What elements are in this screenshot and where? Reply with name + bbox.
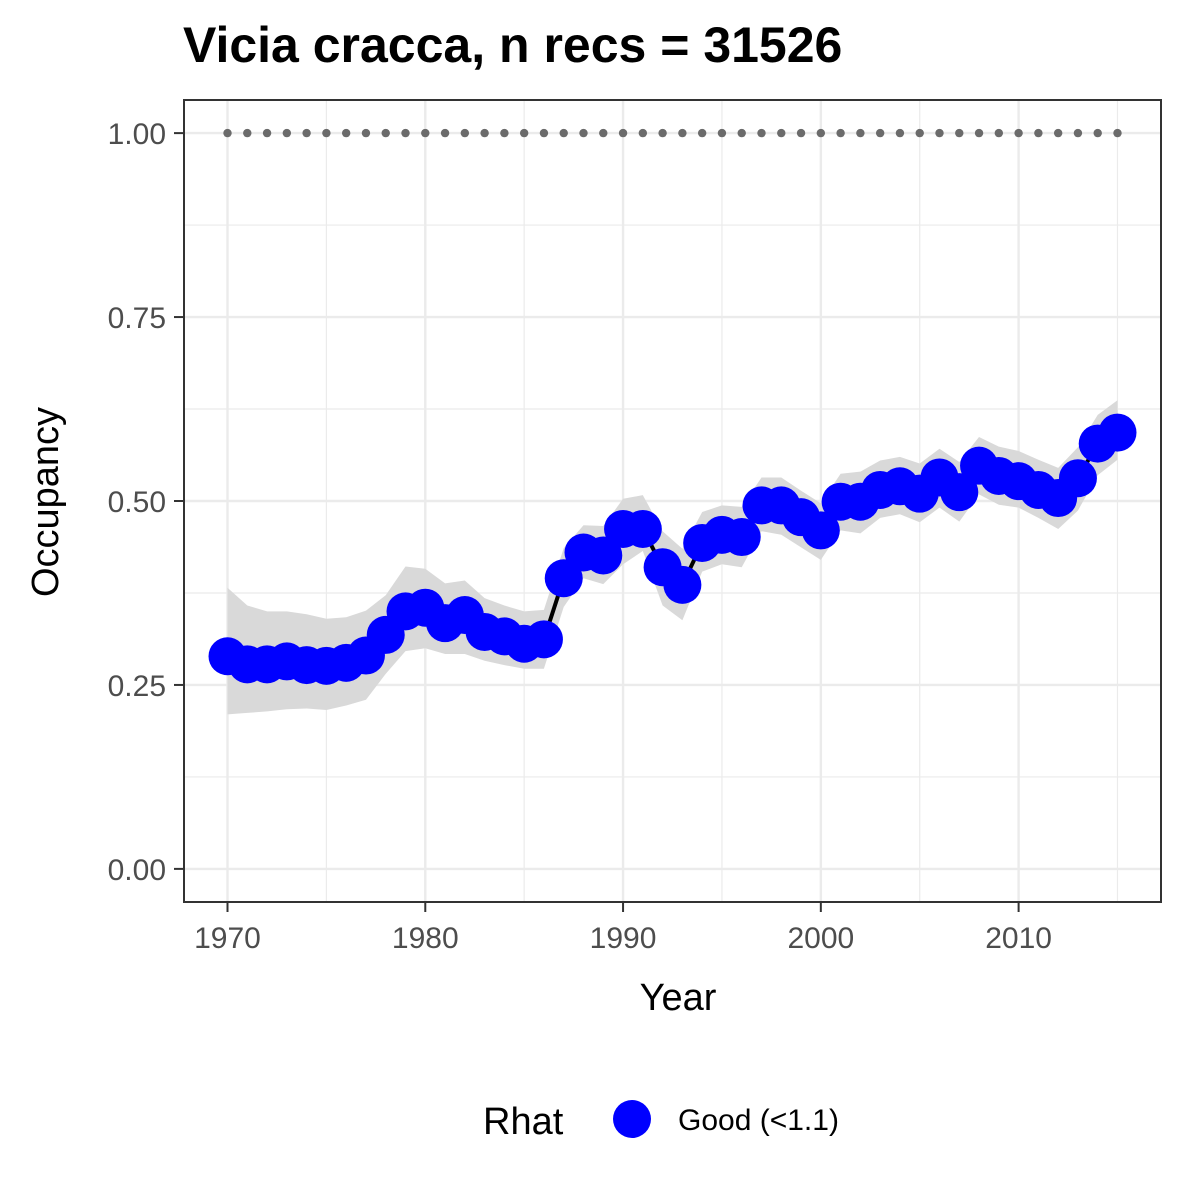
y-tick-label: 0.25 xyxy=(108,670,166,703)
reference-line-dots xyxy=(223,128,1122,138)
data-point xyxy=(1098,413,1137,452)
x-axis-title: Year xyxy=(640,977,717,1019)
x-tick-label: 2010 xyxy=(985,922,1052,955)
reference-dot xyxy=(618,128,628,138)
reference-dot xyxy=(282,128,292,138)
reference-dot xyxy=(717,128,727,138)
data-point xyxy=(663,565,702,604)
reference-dot xyxy=(480,128,489,138)
reference-dot xyxy=(836,128,845,138)
x-tick-label: 1990 xyxy=(590,922,657,955)
reference-dot xyxy=(500,128,509,138)
y-tick-label: 0.00 xyxy=(108,854,166,887)
data-point xyxy=(524,620,563,659)
reference-dot xyxy=(974,128,984,138)
data-point xyxy=(801,511,840,550)
data-point xyxy=(940,473,979,512)
reference-dot xyxy=(361,128,371,138)
data-points xyxy=(208,413,1137,685)
reference-dot xyxy=(302,128,311,138)
legend-key-good xyxy=(613,1100,651,1138)
reference-dot xyxy=(421,128,430,138)
chart-title: Vicia cracca, n recs = 31526 xyxy=(183,17,843,73)
x-tick-label: 1970 xyxy=(194,922,261,955)
reference-dot xyxy=(777,128,786,138)
reference-dot xyxy=(856,128,865,138)
reference-dot xyxy=(539,128,549,138)
reference-dot xyxy=(599,128,608,138)
reference-dot xyxy=(223,128,232,138)
reference-dot xyxy=(1073,128,1083,138)
reference-dot xyxy=(915,128,924,138)
reference-dot xyxy=(638,128,648,138)
reference-dot xyxy=(1093,128,1102,138)
reference-dot xyxy=(579,128,588,138)
reference-dot xyxy=(994,128,1004,138)
reference-dot xyxy=(1053,128,1063,138)
data-point xyxy=(584,536,623,575)
reference-dot xyxy=(737,128,746,138)
reference-dot xyxy=(519,128,529,138)
data-point xyxy=(623,509,662,548)
reference-dot xyxy=(262,128,272,138)
data-point xyxy=(1058,459,1097,498)
legend: Rhat Good (<1.1) xyxy=(483,1100,839,1143)
reference-dot xyxy=(440,128,450,138)
y-axis-title: Occupancy xyxy=(25,407,67,597)
x-tick-label: 2000 xyxy=(787,922,854,955)
reference-dot xyxy=(678,128,687,138)
legend-title: Rhat xyxy=(483,1101,564,1143)
reference-dot xyxy=(1014,128,1023,138)
reference-dot xyxy=(401,128,410,138)
reference-dot xyxy=(1113,128,1122,138)
reference-dot xyxy=(658,128,667,138)
reference-dot xyxy=(895,128,905,138)
reference-dot xyxy=(816,128,826,138)
reference-dot xyxy=(757,128,766,138)
y-axis: 0.00 0.25 0.50 0.75 1.00 xyxy=(108,118,184,887)
reference-dot xyxy=(460,128,470,138)
y-tick-label: 0.50 xyxy=(108,486,166,519)
reference-dot xyxy=(697,128,707,138)
y-tick-label: 0.75 xyxy=(108,302,166,335)
reference-dot xyxy=(341,128,351,138)
x-tick-label: 1980 xyxy=(392,922,459,955)
reference-dot xyxy=(955,128,964,138)
reference-dot xyxy=(875,128,885,138)
reference-dot xyxy=(559,128,568,138)
reference-dot xyxy=(796,128,806,138)
legend-label-good: Good (<1.1) xyxy=(678,1104,839,1137)
reference-dot xyxy=(243,128,252,138)
x-axis: 1970 1980 1990 2000 2010 xyxy=(194,902,1052,955)
reference-dot xyxy=(322,128,331,138)
reference-dot xyxy=(1034,128,1043,138)
y-tick-label: 1.00 xyxy=(108,118,166,151)
data-point xyxy=(544,559,583,598)
reference-dot xyxy=(935,128,944,138)
reference-dot xyxy=(381,128,390,138)
data-point xyxy=(722,518,761,557)
